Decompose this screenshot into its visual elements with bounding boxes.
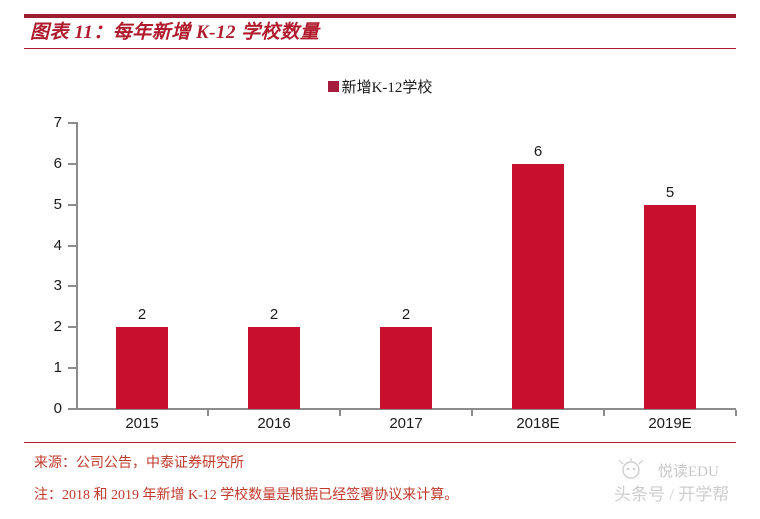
watermark-logo-icon (618, 458, 644, 479)
watermark: 悦读EDU 头条号 / 开学帮 (612, 458, 760, 516)
x-axis-tick-label: 2015 (125, 415, 159, 432)
chart-title: 图表 11：每年新增 K-12 学校数量 (30, 22, 320, 43)
source-text: 来源：公司公告，中泰证券研究所 (34, 456, 244, 471)
y-axis-tick (68, 122, 76, 124)
bar-value-label: 5 (665, 183, 675, 201)
bar (248, 327, 300, 409)
header-bottom-rule (24, 48, 736, 49)
bar-value-label: 2 (269, 306, 279, 324)
bar-value-label: 2 (401, 306, 411, 324)
legend-swatch-icon (327, 80, 339, 92)
y-axis-tick-label: 7 (53, 114, 62, 131)
note-text: 注：2018 和 2019 年新增 K-12 学校数量是根据已经签署协议来计算。 (34, 488, 459, 503)
y-axis-tick-label: 1 (53, 359, 62, 377)
y-axis-tick (68, 244, 76, 247)
bar-value-label: 2 (137, 306, 147, 324)
x-axis-tick-label: 2019E (648, 415, 692, 432)
y-axis-tick-label: 5 (53, 195, 62, 213)
legend-item-label: 新增K-12学校 (341, 79, 433, 96)
header-top-rule (24, 14, 736, 18)
y-axis-line (76, 122, 78, 410)
y-axis-tick-label: 0 (53, 400, 62, 417)
y-axis-tick-label: 4 (53, 236, 62, 254)
y-axis-tick (68, 162, 76, 165)
y-axis-tick-label: 2 (53, 318, 62, 336)
bar (380, 327, 432, 409)
y-axis-tick-label: 3 (53, 277, 62, 295)
bar (512, 163, 564, 409)
bar-value-label: 6 (533, 142, 543, 160)
x-axis-tick (339, 410, 341, 416)
y-axis-tick (68, 408, 76, 410)
y-axis-tick (68, 203, 76, 206)
bar (644, 204, 696, 409)
x-axis-tick (603, 410, 605, 416)
watermark-handle: 头条号 / 开学帮 (614, 485, 730, 504)
x-axis-tick-label: 2018E (516, 415, 560, 432)
footer-rule (24, 442, 736, 443)
x-axis-line (76, 408, 736, 410)
watermark-brand: 悦读EDU (658, 464, 719, 480)
y-axis-tick-label: 6 (53, 154, 62, 172)
bar (116, 327, 168, 409)
x-axis-tick (735, 410, 737, 416)
chart-legend: 新增K-12学校 (0, 76, 760, 96)
x-axis-tick (471, 410, 473, 416)
y-axis-tick (68, 367, 76, 370)
y-axis-tick (68, 285, 76, 288)
y-axis-tick (68, 326, 76, 329)
x-axis-tick-label: 2017 (389, 415, 423, 432)
x-axis-tick-label: 2016 (257, 415, 291, 432)
x-axis-tick (207, 410, 209, 416)
